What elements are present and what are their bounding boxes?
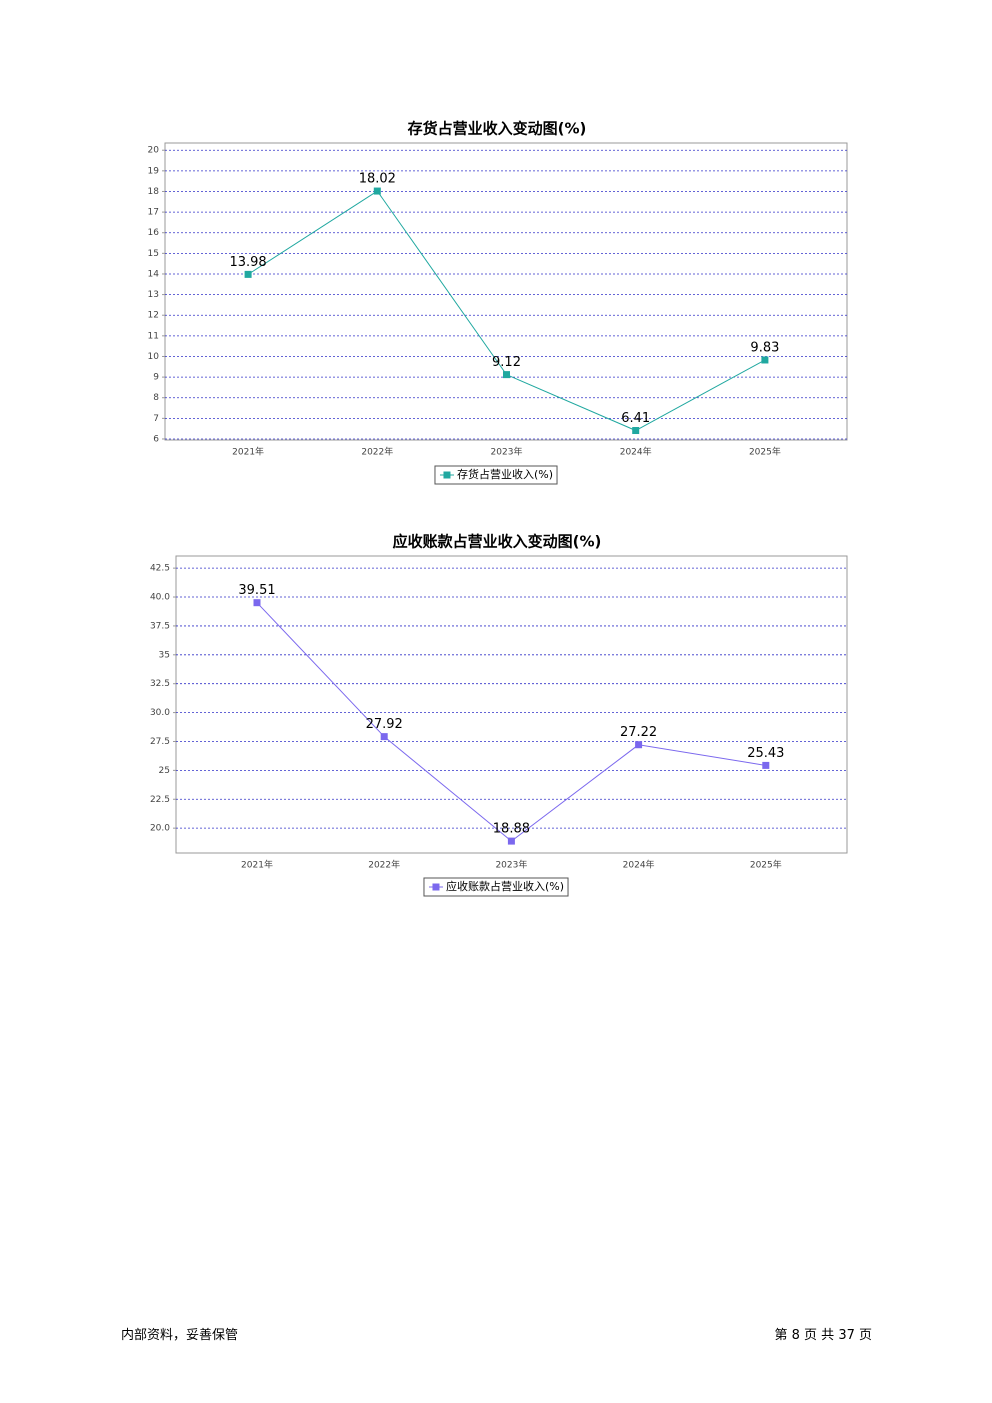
data-label: 18.88 — [493, 822, 530, 837]
page-number: 第 8 页 共 37 页 — [774, 1328, 872, 1343]
data-point — [635, 741, 643, 749]
data-label: 9.83 — [750, 340, 779, 355]
y-tick-label: 20.0 — [150, 824, 170, 834]
x-tick-label: 2024年 — [623, 859, 655, 871]
y-tick-label: 15 — [148, 249, 159, 259]
data-label: 27.92 — [366, 717, 403, 732]
data-point — [380, 733, 388, 741]
x-tick-label: 2023年 — [495, 859, 527, 871]
chart-title: 应收账款占营业收入变动图(%) — [393, 533, 602, 551]
legend-box — [423, 877, 569, 897]
data-point — [507, 837, 515, 845]
y-tick-label: 16 — [148, 228, 160, 238]
y-tick-label: 13 — [148, 290, 159, 300]
legend-swatch — [443, 471, 451, 479]
y-tick-label: 12 — [148, 311, 159, 321]
plot-frame — [175, 555, 848, 854]
footer-note: 内部资料，妥善保管 — [121, 1328, 239, 1343]
y-tick-label: 30.0 — [150, 708, 170, 718]
y-tick-label: 6 — [153, 434, 159, 444]
data-point — [373, 187, 381, 195]
x-tick-label: 2025年 — [750, 859, 782, 871]
data-label: 6.41 — [621, 411, 650, 426]
legend-swatch — [432, 883, 440, 891]
chart-title: 存货占营业收入变动图(%) — [408, 120, 587, 138]
legend-label: 应收账款占营业收入(%) — [446, 879, 564, 893]
y-tick-label: 18 — [148, 187, 160, 197]
x-tick-label: 2023年 — [491, 446, 523, 458]
x-tick-label: 2021年 — [232, 446, 264, 458]
y-tick-label: 35 — [159, 650, 170, 660]
data-label: 13.98 — [229, 255, 266, 270]
data-label: 27.22 — [620, 725, 657, 740]
y-tick-label: 8 — [153, 393, 159, 403]
data-label: 25.43 — [747, 746, 784, 761]
y-tick-label: 17 — [148, 208, 159, 218]
y-tick-label: 9 — [153, 373, 159, 383]
data-point — [503, 371, 510, 379]
y-tick-label: 19 — [148, 166, 160, 176]
x-tick-label: 2021年 — [241, 859, 273, 871]
y-tick-label: 20 — [148, 146, 160, 156]
y-tick-label: 7 — [153, 414, 159, 424]
x-tick-label: 2022年 — [361, 446, 393, 458]
data-label: 18.02 — [359, 172, 396, 187]
y-tick-label: 32.5 — [150, 679, 170, 689]
y-tick-label: 10 — [148, 352, 160, 362]
legend-box — [434, 465, 558, 485]
series-line — [256, 602, 766, 842]
y-tick-label: 14 — [148, 269, 160, 279]
data-point — [761, 356, 769, 364]
chart: 存货占营业收入变动图(%)678910111213141516171819202… — [148, 120, 848, 485]
y-tick-label: 37.5 — [150, 621, 170, 631]
data-point — [253, 599, 261, 607]
y-tick-label: 25 — [159, 766, 170, 776]
y-tick-label: 42.5 — [150, 564, 170, 574]
data-point — [762, 761, 770, 769]
chart: 应收账款占营业收入变动图(%) 20.0 22.5 25 27.5 30.0 32.5 35 3… — [150, 533, 848, 897]
x-tick-label: 2025年 — [749, 446, 781, 458]
data-label: 9.12 — [492, 355, 521, 370]
x-tick-label: 2024年 — [620, 446, 652, 458]
legend-label: 存货占营业收入(%) — [457, 467, 553, 481]
y-tick-label: 11 — [148, 331, 159, 341]
series-line — [247, 190, 766, 432]
y-tick-label: 40.0 — [150, 593, 170, 603]
data-label: 39.51 — [238, 583, 275, 598]
data-point — [632, 427, 640, 435]
y-tick-label: 22.5 — [150, 795, 170, 805]
data-point — [244, 270, 252, 278]
plot-frame — [164, 142, 848, 441]
x-tick-label: 2022年 — [368, 859, 400, 871]
y-tick-label: 27.5 — [150, 737, 170, 747]
